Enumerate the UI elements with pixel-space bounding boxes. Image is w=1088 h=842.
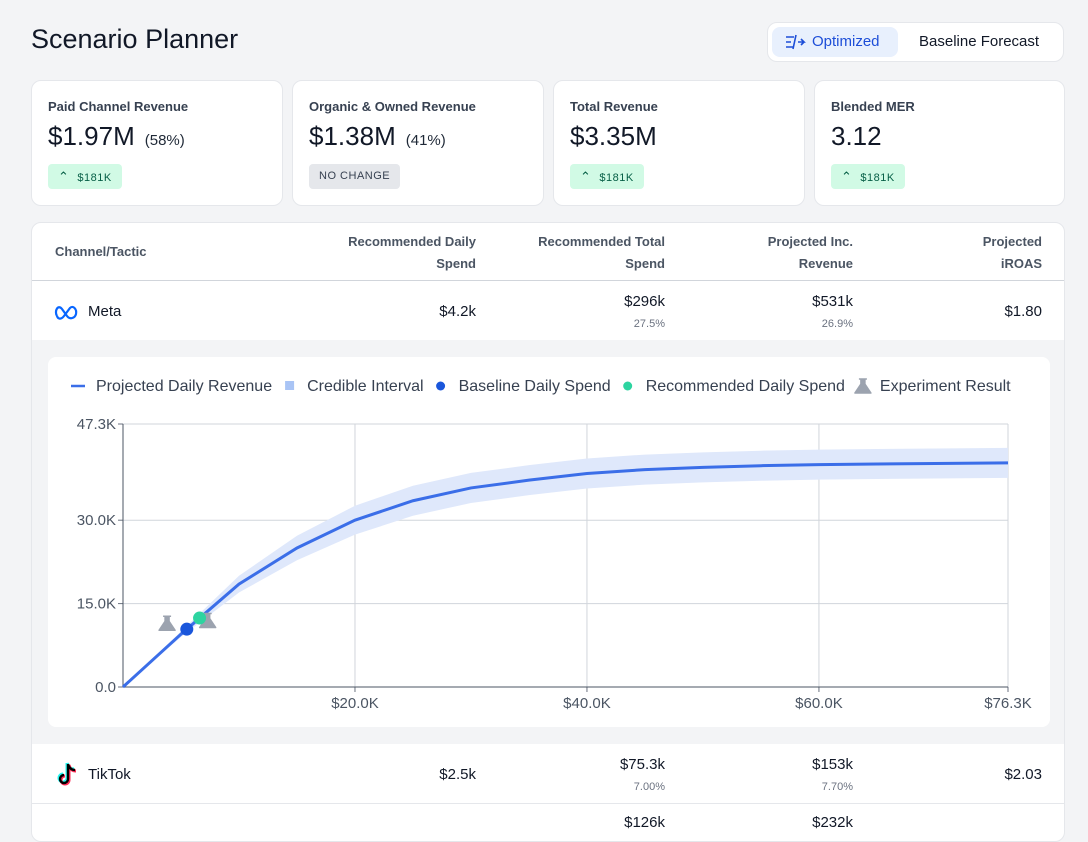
legend-swatch — [623, 381, 633, 391]
legend-label: Baseline Daily Spend — [459, 378, 611, 395]
kpi-label: Organic & Owned Revenue — [309, 99, 476, 114]
kpi-change: ⌃ $181K — [48, 164, 122, 189]
page: Scenario Planner Optimized Baseline Fore… — [31, 22, 1065, 842]
kpi-share: (41%) — [405, 132, 446, 149]
cell-share: 7.00% — [633, 781, 665, 793]
kpi-value-text: 3.12 — [831, 121, 882, 151]
revenue-line — [121, 461, 1009, 689]
kpi-change-text: $181K — [860, 172, 895, 184]
chart-card: 0.0 15.0K 30.0K 47.3K $20.0K $40.0K $60.0K $76.… — [48, 357, 1050, 727]
cell: $232k — [812, 814, 853, 831]
y-tick-label: 30.0K — [77, 512, 116, 529]
flask-shape — [854, 378, 872, 394]
kpi-card: Blended MER 3.12 ⌃ $181K — [814, 80, 1065, 206]
channel-name: TikTok — [88, 766, 131, 783]
kpi-change: NO CHANGE — [309, 164, 401, 189]
kpi-card: Paid Channel Revenue $1.97M (58%) ⌃ $181K — [31, 80, 283, 206]
kpi-share: (58%) — [144, 132, 185, 149]
kpi-label: Total Revenue — [570, 99, 658, 114]
legend-swatch — [436, 381, 446, 391]
cell: $2.5k — [439, 766, 476, 783]
cell-share: 27.5% — [633, 318, 665, 330]
x-tick-label: $60.0K — [795, 695, 843, 712]
legend-label: Recommended Daily Spend — [646, 378, 845, 395]
cell: $531k — [812, 293, 853, 310]
page-title: Scenario Planner — [31, 24, 239, 54]
chart-panel: 0.0 15.0K 30.0K 47.3K $20.0K $40.0K $60.0K $76.… — [32, 340, 1064, 744]
column-header: Channel/Tactic — [55, 244, 147, 259]
column-header: Recommended Daily Spend — [348, 234, 476, 271]
kpi-change-text: $181K — [77, 172, 112, 184]
tiktok-icon — [57, 762, 77, 786]
column-header: Recommended Total Spend — [538, 234, 665, 271]
kpi-change-text: NO CHANGE — [319, 170, 391, 182]
y-tick-label: 0.0 — [95, 679, 116, 696]
divider — [32, 280, 1064, 281]
column-header: Projected iROAS — [982, 234, 1042, 271]
chart: 0.0 15.0K 30.0K 47.3K $20.0K $40.0K $60.0K $76.… — [71, 378, 1032, 712]
legend-label: Credible Interval — [307, 378, 424, 395]
channel-name: Meta — [88, 303, 122, 320]
cell: $1.80 — [1004, 303, 1042, 320]
cell: $4.2k — [439, 303, 476, 320]
kpi-value-text: $1.97M — [48, 121, 135, 151]
cell: $296k — [624, 293, 665, 310]
cell: $153k — [812, 756, 853, 773]
kpi-change: ⌃ $181K — [831, 164, 905, 189]
kpi-card: Organic & Owned Revenue $1.38M (41%) NO C… — [292, 80, 544, 206]
kpi-change: ⌃ $181K — [570, 164, 644, 189]
x-tick-label: $40.0K — [563, 695, 611, 712]
channel-table: Channel/Tactic Recommended Daily Spend R… — [31, 222, 1065, 842]
spend-point — [193, 611, 207, 625]
legend-label: Experiment Result — [880, 378, 1011, 395]
divider — [32, 803, 1064, 804]
x-tick-label: $20.0K — [331, 695, 379, 712]
column-header: Projected Inc. Revenue — [767, 234, 853, 271]
cell: $2.03 — [1004, 766, 1042, 783]
kpi-card: Total Revenue $3.35M ⌃ $181K — [553, 80, 805, 206]
kpi-value: $1.38M (41%) — [309, 121, 446, 152]
kpi-label: Paid Channel Revenue — [48, 99, 189, 114]
kpi-label: Blended MER — [831, 99, 915, 114]
cell-share: 26.9% — [821, 318, 853, 330]
spend-point — [180, 622, 194, 636]
kpi-value-text: $3.35M — [570, 121, 657, 151]
tab-baseline[interactable]: Baseline Forecast — [919, 33, 1040, 50]
kpi-change-text: $181K — [599, 172, 634, 184]
tab-label: Optimized — [812, 33, 880, 50]
tab-optimized[interactable]: Optimized — [772, 27, 898, 57]
meta-icon — [54, 305, 78, 320]
y-tick-label: 47.3K — [77, 416, 116, 433]
kpi-value-text: $1.38M — [309, 121, 396, 151]
optimized-icon — [786, 34, 806, 50]
x-tick-label: $76.3K — [984, 695, 1032, 712]
kpi-value: 3.12 — [831, 121, 882, 152]
flask-shape — [158, 615, 176, 632]
legend-label: Projected Daily Revenue — [96, 378, 272, 395]
cell: $75.3k — [619, 756, 665, 773]
cell: $126k — [624, 814, 665, 831]
credible-interval — [123, 447, 1008, 687]
kpi-value: $3.35M — [570, 121, 657, 152]
y-tick-label: 15.0K — [77, 596, 116, 613]
experiment-result — [158, 615, 176, 632]
legend-swatch — [285, 381, 295, 390]
view-toggle: Optimized Baseline Forecast — [767, 22, 1064, 62]
kpi-value: $1.97M (58%) — [48, 121, 185, 152]
cell-share: 7.70% — [821, 781, 853, 793]
